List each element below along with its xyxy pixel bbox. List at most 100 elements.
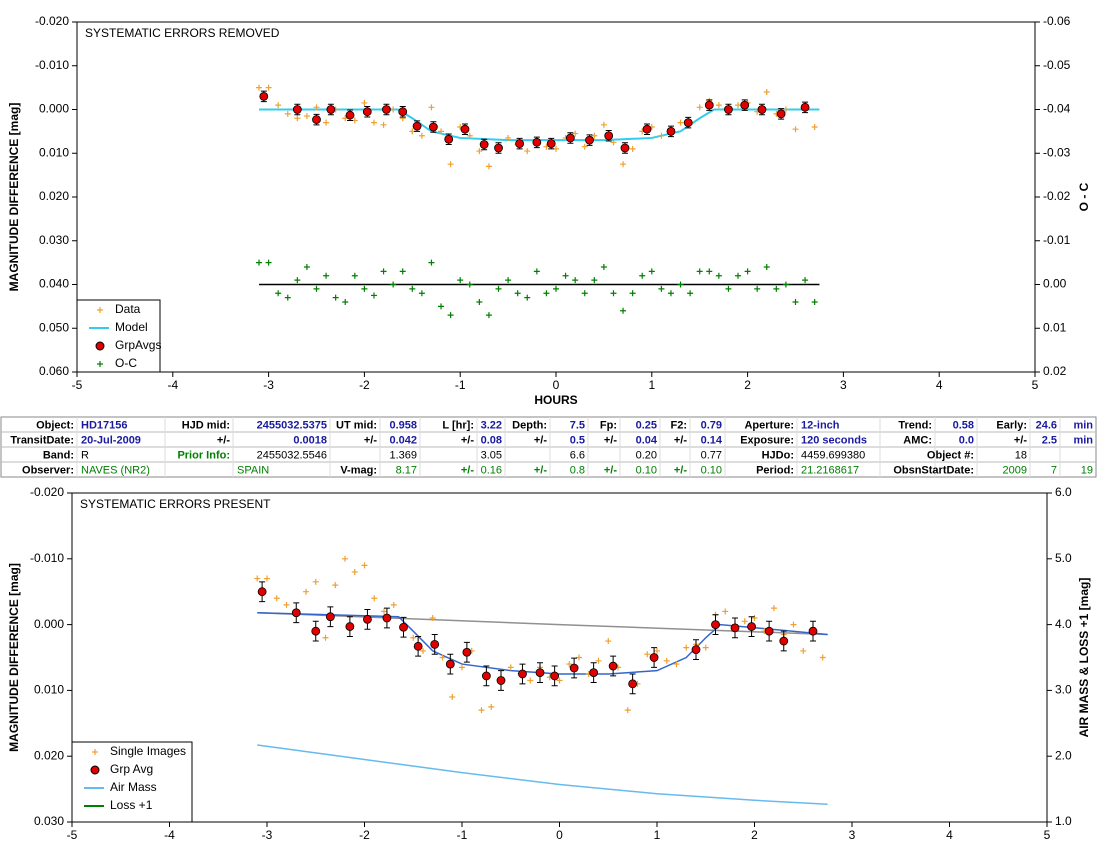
data-point: [792, 299, 799, 305]
y-tick-label: 0.020: [34, 748, 64, 762]
group-average: [779, 636, 789, 646]
y-tick-label: 0.030: [34, 814, 64, 828]
plot-frame: [71, 492, 1048, 823]
group-average: [546, 139, 556, 149]
table-cell: 120 seconds: [801, 434, 867, 446]
table-cell: +/-: [534, 464, 547, 476]
table-cell: Band:: [43, 449, 74, 461]
data-point: [505, 134, 512, 141]
table-cell: 0.25: [636, 419, 657, 431]
group-average: [292, 105, 302, 114]
data-point: [576, 654, 582, 661]
legend-label: Air Mass: [110, 780, 157, 794]
group-average: [747, 622, 756, 631]
data-point: [610, 139, 617, 146]
data-point: [696, 268, 703, 275]
y2-tick-label: 4.0: [1055, 617, 1072, 631]
group-average: [589, 668, 599, 678]
x-tick-label: 5: [1044, 828, 1051, 842]
data-point: [773, 285, 780, 292]
table-cell: 7: [1051, 464, 1057, 476]
group-average: [642, 124, 652, 134]
table-cell: +/-: [461, 464, 474, 476]
data-point: [275, 290, 282, 297]
group-average: [494, 143, 503, 153]
y-tick-label: -0.020: [35, 14, 69, 28]
y2-tick-label: -0.03: [1043, 145, 1071, 159]
data-point: [485, 163, 492, 170]
data-point: [390, 601, 397, 608]
legend-marker: [95, 341, 105, 351]
data-point: [754, 285, 761, 292]
group-average: [311, 626, 321, 636]
data-point: [800, 647, 807, 654]
data-point: [572, 130, 579, 137]
data-point: [556, 677, 563, 684]
legend-marker: [90, 765, 100, 775]
y2-tick-label: 0.01: [1043, 320, 1067, 334]
chart: -5 -4 -3 -2 -1 0 1 2 3 4 5 -0.020 -0.010 0.000 0.010 0.…: [7, 485, 1091, 842]
data-point: [744, 268, 751, 275]
table-cell: 7.5: [570, 419, 585, 431]
x-tick-label: -2: [359, 828, 370, 842]
group-average: [325, 612, 335, 622]
group-average: [704, 100, 714, 110]
y2-tick-label: -0.02: [1043, 189, 1071, 203]
data-point: [294, 115, 301, 122]
plot-annotation: SYSTEMATIC ERRORS PRESENT: [80, 497, 271, 511]
y2-tick-label: -0.05: [1043, 58, 1071, 72]
y-tick-label: 0.010: [39, 145, 69, 159]
group-average: [413, 641, 423, 651]
data-point: [811, 124, 818, 130]
data-point: [264, 575, 270, 582]
table-cell: 0.77: [701, 449, 722, 461]
table-cell: 0.042: [389, 434, 417, 446]
data-point: [322, 634, 329, 641]
data-point: [524, 148, 531, 155]
data-point: [819, 654, 826, 661]
data-point: [591, 277, 598, 284]
table-cell: 3.22: [481, 419, 502, 431]
table-cell: 1.369: [389, 449, 417, 461]
x-tick-label: -5: [67, 828, 78, 842]
table-cell: Period:: [756, 464, 794, 476]
data-point: [303, 264, 310, 270]
table-cell: +/-: [604, 464, 617, 476]
data-point: [459, 664, 465, 671]
data-point: [790, 621, 797, 628]
data-point: [629, 290, 636, 297]
data-point: [438, 303, 445, 310]
data-point: [654, 647, 660, 654]
table-cell: HJD mid:: [182, 419, 230, 431]
table-cell: 0.8: [570, 464, 585, 476]
table-cell: 21.2168617: [801, 464, 859, 476]
group-average: [518, 669, 527, 679]
table-cell: L [hr]:: [442, 419, 474, 431]
table-cell: 0.14: [701, 434, 723, 446]
data-point: [370, 292, 377, 299]
table-cell: +/-: [674, 434, 687, 446]
data-point: [439, 654, 446, 661]
data-point: [438, 128, 445, 135]
x-tick-label: 5: [1032, 378, 1039, 392]
group-average: [764, 626, 774, 636]
x-tick-label: -3: [262, 828, 273, 842]
data-point: [429, 615, 436, 622]
data-point: [629, 145, 636, 152]
legend-marker: [92, 749, 98, 755]
legend-marker: [97, 307, 103, 313]
data-point: [313, 285, 320, 292]
data-point: [771, 605, 777, 612]
data-point: [283, 601, 290, 608]
data-point: [332, 294, 339, 301]
table-cell: 2455032.5375: [257, 419, 327, 431]
x-tick-label: 1: [654, 828, 661, 842]
x-tick-label: 3: [840, 378, 847, 392]
group-average: [683, 118, 693, 128]
data-point: [466, 281, 473, 288]
group-average: [569, 663, 579, 673]
data-point: [715, 272, 722, 279]
table-cell: HD17156: [81, 419, 127, 431]
data-point: [543, 290, 550, 297]
y2-axis-label: O - C: [1077, 182, 1091, 211]
